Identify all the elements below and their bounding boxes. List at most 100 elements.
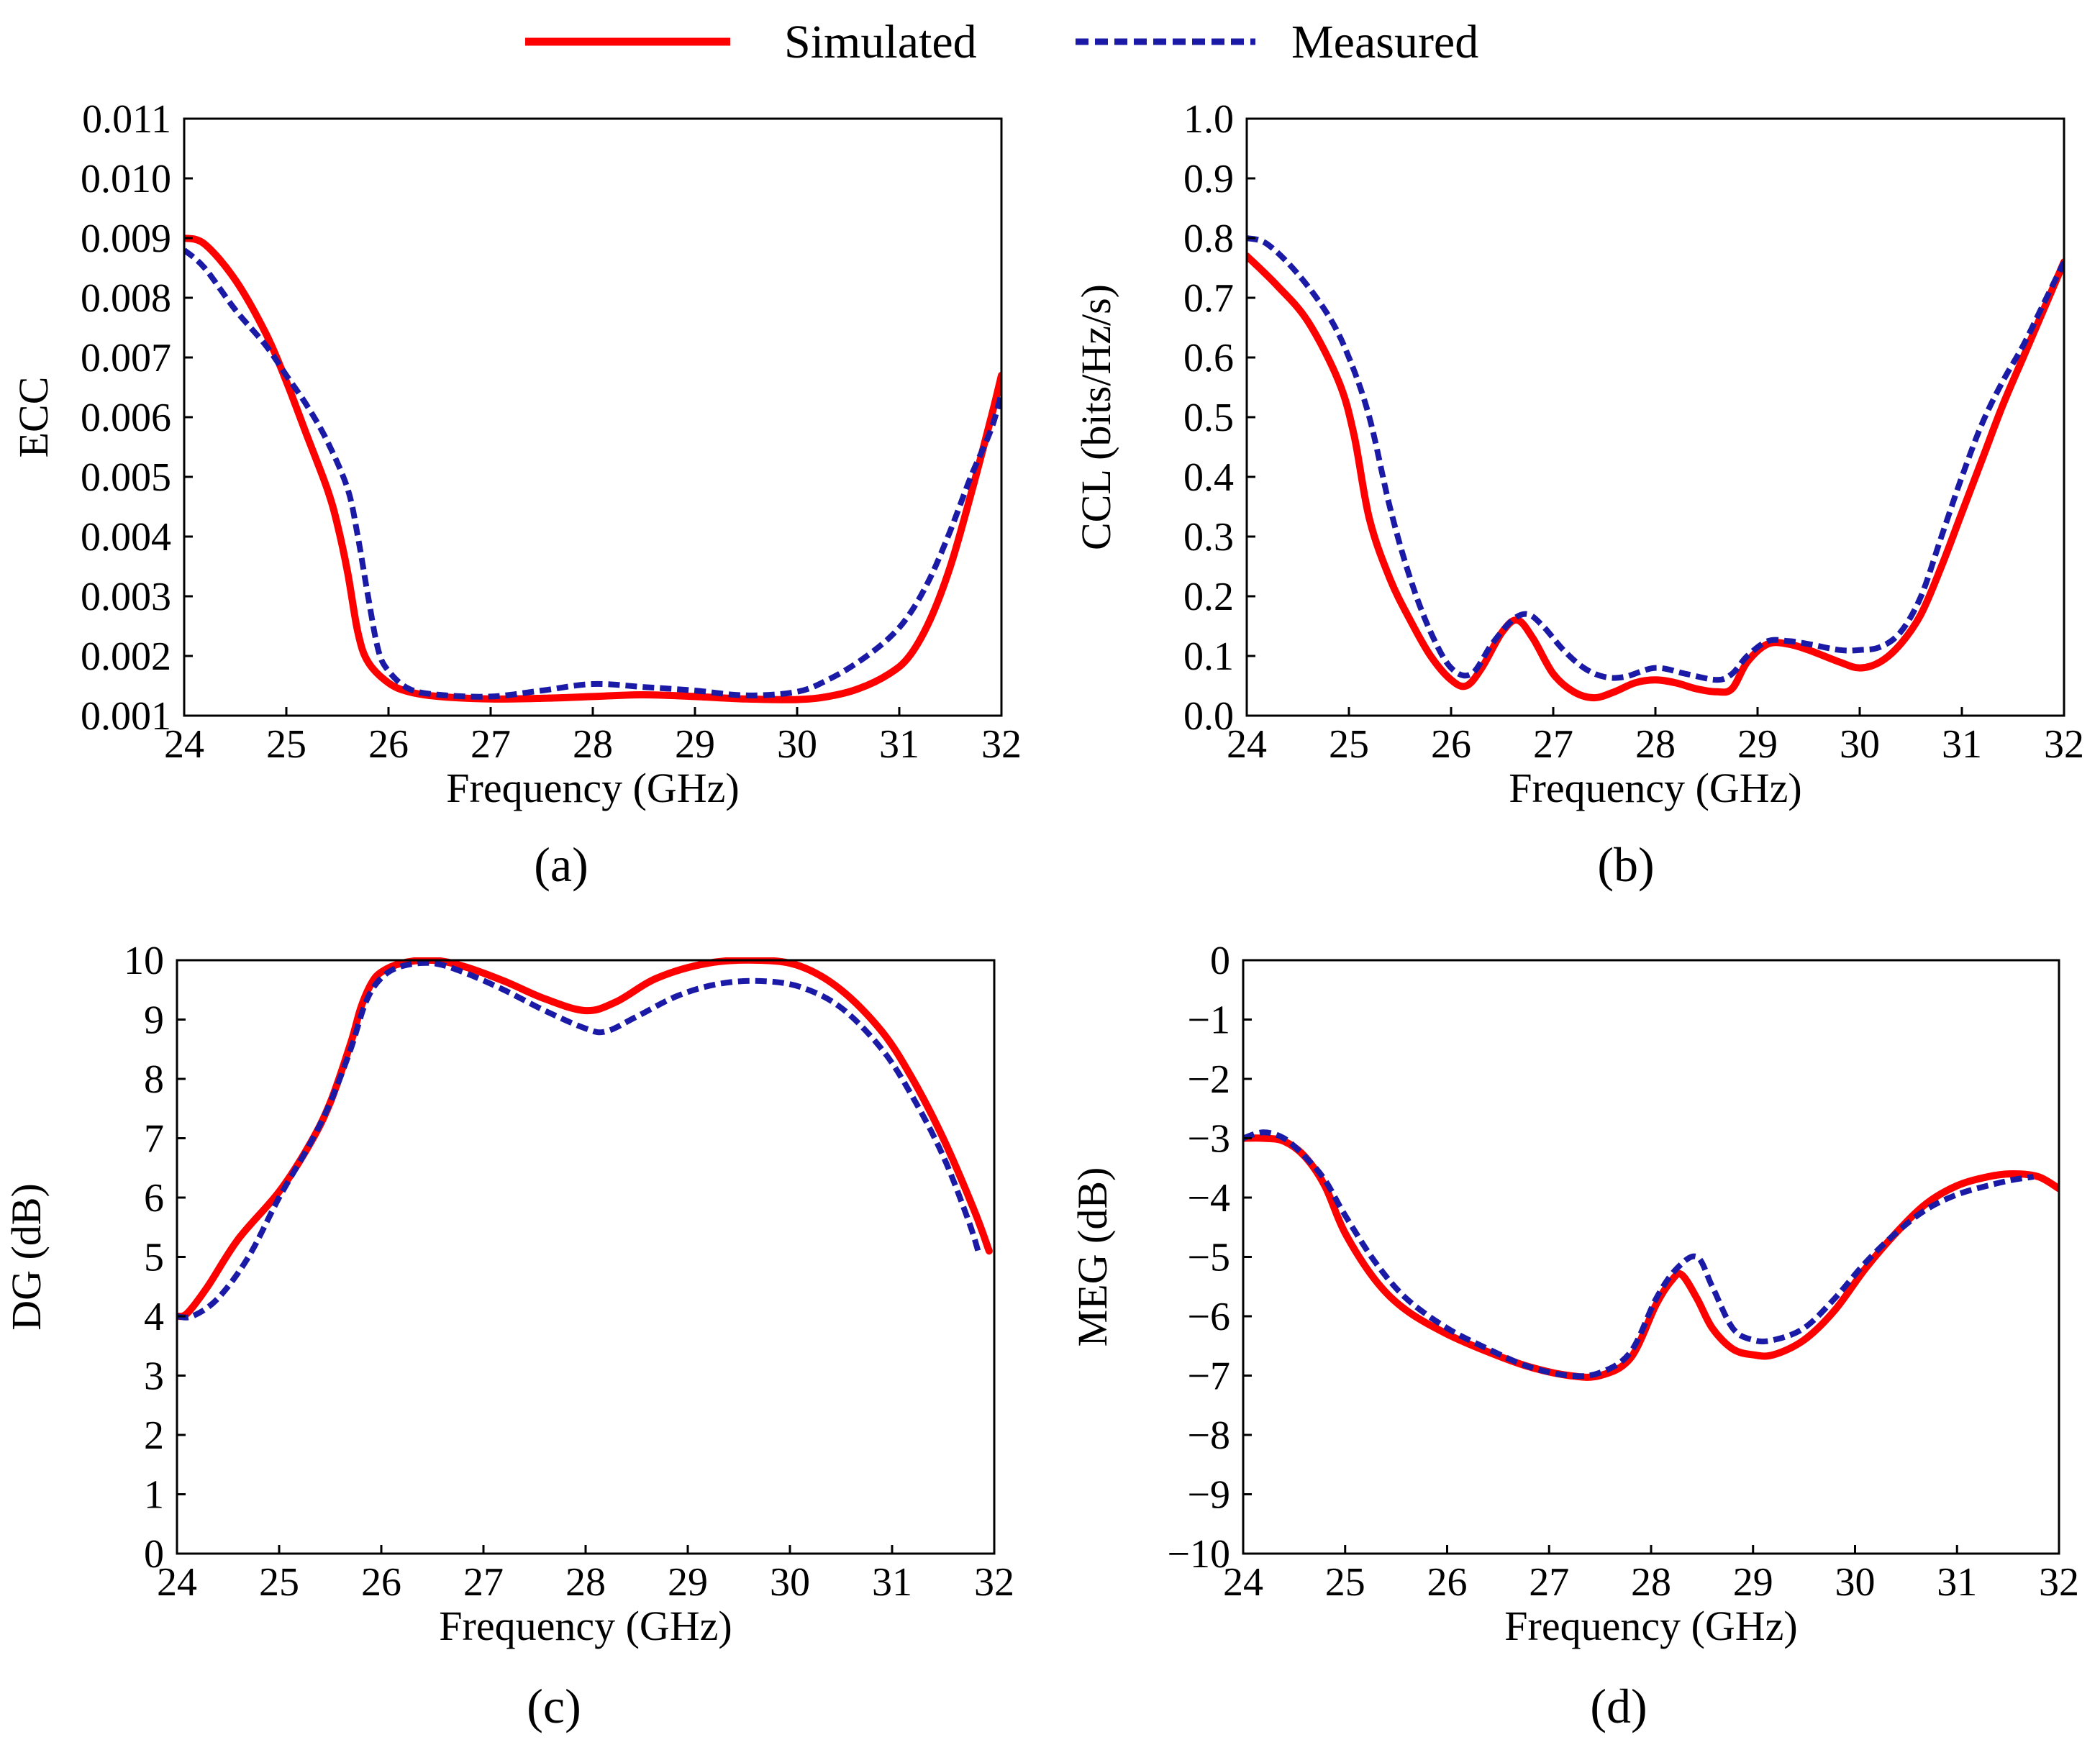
chart-c: 24 25 26 27 28 29 30 31 32 0 1 2 3 4 5 6 7 8 9 10 Frequency … [3,939,1014,1733]
chart-d-ytick-label: −6 [1187,1295,1230,1339]
chart-b-ytick-label: 0.7 [1183,276,1234,321]
chart-d-ytick-label: 0 [1210,939,1230,983]
chart-a-ytick-label: 0.008 [81,276,171,321]
chart-c-series-measured [177,959,982,1321]
chart-b-xtick-label: 29 [1737,722,1778,767]
chart-c-ytick-label: 6 [144,1176,164,1221]
chart-d-xtick-label: 32 [2039,1560,2079,1605]
chart-c-ytick-label: 8 [144,1057,164,1102]
chart-b-xlabel: Frequency (GHz) [1509,765,1801,811]
chart-a-xlabel: Frequency (GHz) [446,765,739,811]
chart-c-xtick-label: 30 [770,1560,810,1605]
chart-d-ylabel: MEG (dB) [1069,1167,1116,1347]
chart-c-ytick-label: 1 [144,1473,164,1518]
chart-c-ytick-label: 4 [144,1295,164,1339]
chart-a-ylabel: ECC [10,377,57,458]
chart-a-ytick-label: 0.006 [81,396,171,440]
chart-b-xtick-label: 27 [1533,722,1573,767]
chart-b-ytick-label: 0.4 [1183,455,1234,500]
legend-measured-label: Measured [1291,16,1478,68]
chart-b-ylabel: CCL (bits/Hz/s) [1073,284,1119,550]
chart-d-ytick-label: −7 [1187,1354,1230,1399]
chart-d-series-measured [1243,1129,2035,1380]
chart-b-xtick-label: 28 [1635,722,1676,767]
chart-d-series-simulated [1243,1134,2059,1381]
chart-d-xtick-label: 26 [1427,1560,1468,1605]
chart-c-ylabel: DG (dB) [3,1183,50,1331]
chart-c-ytick-label: 2 [144,1413,164,1458]
chart-b-ytick-label: 0.1 [1183,634,1234,679]
chart-a-ytick-label: 0.004 [81,515,171,560]
chart-b-xtick-label: 26 [1431,722,1471,767]
chart-b-ytick-label: 0.9 [1183,157,1234,201]
chart-b-xtick-label: 32 [2044,722,2084,767]
chart-b-ytick-label: 0.0 [1183,694,1234,739]
chart-a-ytick-label: 0.005 [81,455,171,500]
chart-d-ytick-label: −5 [1187,1236,1230,1280]
chart-c-series-simulated [177,957,993,1321]
chart-d-frame [1242,959,2060,1555]
chart-a-xtick-label: 30 [777,722,817,767]
chart-a-xtick-label: 25 [266,722,306,767]
chart-c-xtick-label: 31 [872,1560,912,1605]
chart-c-ytick-label: 7 [144,1117,164,1162]
chart-d-xtick-label: 29 [1733,1560,1773,1605]
chart-a-frame [183,117,1003,717]
chart-c-ytick-label: 5 [144,1236,164,1280]
panels: 24 25 26 27 28 29 30 31 320.0010.0020.0030.0040.… [3,97,2084,1733]
chart-b-xtick-label: 25 [1329,722,1369,767]
chart-d-ytick-label: −3 [1187,1117,1230,1162]
chart-a-ytick-label: 0.010 [81,157,171,201]
chart-c-xtick-label: 25 [259,1560,299,1605]
chart-b-ytick-label: 0.2 [1183,575,1234,619]
chart-a-xtick-label: 28 [573,722,613,767]
chart-a-xtick-label: 27 [471,722,511,767]
chart-b-ytick-label: 1.0 [1183,97,1234,142]
chart-a-ytick-label: 0.002 [81,634,171,679]
chart-a: 24 25 26 27 28 29 30 31 32 0.001 0.002 0.003 0.004 0.… [10,97,1022,892]
chart-c-xtick-label: 24 [157,1560,197,1605]
chart-b-panel-label: (b) [1597,837,1654,892]
chart-d-xtick-label: 25 [1325,1560,1365,1605]
chart-d-xlabel: Frequency (GHz) [1504,1603,1797,1649]
chart-b-ytick-label: 0.6 [1183,336,1234,380]
chart-b: 24 25 26 27 28 29 30 31 32 0.0 0.1 0.2 0.3 0.4 0.5 0.6 0… [1073,97,2084,892]
chart-c-panel-label: (c) [527,1679,581,1733]
chart-c-ytick-label: 10 [124,939,164,983]
chart-c-xtick-label: 27 [463,1560,504,1605]
chart-d-panel-label: (d) [1590,1679,1647,1733]
chart-d-ytick-label: −8 [1187,1413,1230,1458]
chart-b-xtick-label: 30 [1840,722,1880,767]
chart-a-ytick-label: 0.011 [82,97,171,142]
chart-c-ytick-label: 9 [144,998,164,1043]
chart-d: 24 25 26 27 28 29 30 31 32 0 −1 −2 −3 −4 −5 −6 −7 −8 −9 −10… [1069,939,2079,1733]
legend: Simulated Measured [525,16,1478,68]
chart-a-xtick-label: 29 [675,722,715,767]
chart-d-ytick-label: −1 [1187,998,1230,1043]
chart-c-xtick-label: 28 [565,1560,606,1605]
chart-c-xtick-label: 26 [361,1560,401,1605]
chart-b-series-measured [1247,235,2064,683]
chart-d-ytick-label: −9 [1187,1473,1230,1518]
chart-c-frame [176,959,996,1555]
chart-d-ytick-label: −10 [1167,1532,1230,1577]
chart-b-ytick-label: 0.3 [1183,515,1234,560]
chart-a-panel-label: (a) [534,837,588,892]
chart-c-xlabel: Frequency (GHz) [439,1603,732,1649]
chart-b-series-simulated [1247,252,2064,702]
chart-d-xtick-label: 31 [1937,1560,1977,1605]
chart-a-ytick-label: 0.009 [81,216,171,261]
chart-b-ytick-label: 0.5 [1183,396,1234,440]
chart-a-series-simulated [184,234,1001,703]
chart-a-ytick-label: 0.001 [81,694,171,739]
chart-d-xtick-label: 30 [1835,1560,1876,1605]
chart-b-xtick-label: 31 [1942,722,1982,767]
chart-c-xtick-label: 29 [668,1560,708,1605]
chart-c-ytick-label: 0 [144,1532,164,1577]
chart-d-xtick-label: 28 [1631,1560,1671,1605]
chart-a-xtick-label: 24 [164,722,204,767]
chart-a-series-measured [184,247,1001,700]
chart-a-ytick-label: 0.007 [81,336,171,380]
chart-a-xtick-label: 32 [981,722,1022,767]
